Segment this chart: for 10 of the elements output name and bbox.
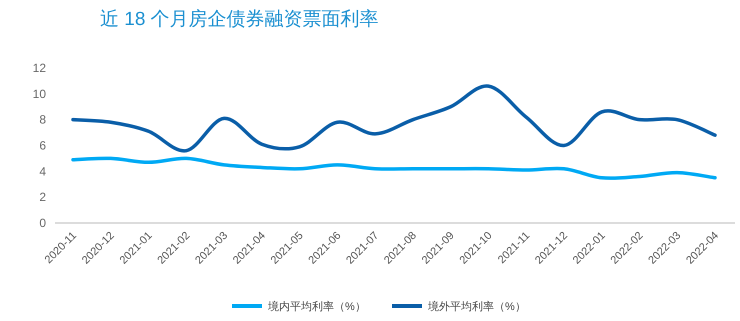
y-tick-label: 0 — [39, 216, 46, 230]
y-tick-label: 10 — [32, 86, 46, 101]
y-tick-label: 12 — [32, 61, 46, 75]
y-tick-label: 8 — [39, 112, 46, 127]
legend-label: 境内平均利率（%） — [267, 300, 366, 313]
chart-title: 近 18 个月房企债券融资票面利率 — [100, 8, 379, 30]
legend-label: 境外平均利率（%） — [427, 300, 526, 313]
y-tick-label: 2 — [39, 190, 46, 204]
y-tick-label: 6 — [39, 138, 46, 152]
y-tick-label: 4 — [39, 164, 46, 178]
